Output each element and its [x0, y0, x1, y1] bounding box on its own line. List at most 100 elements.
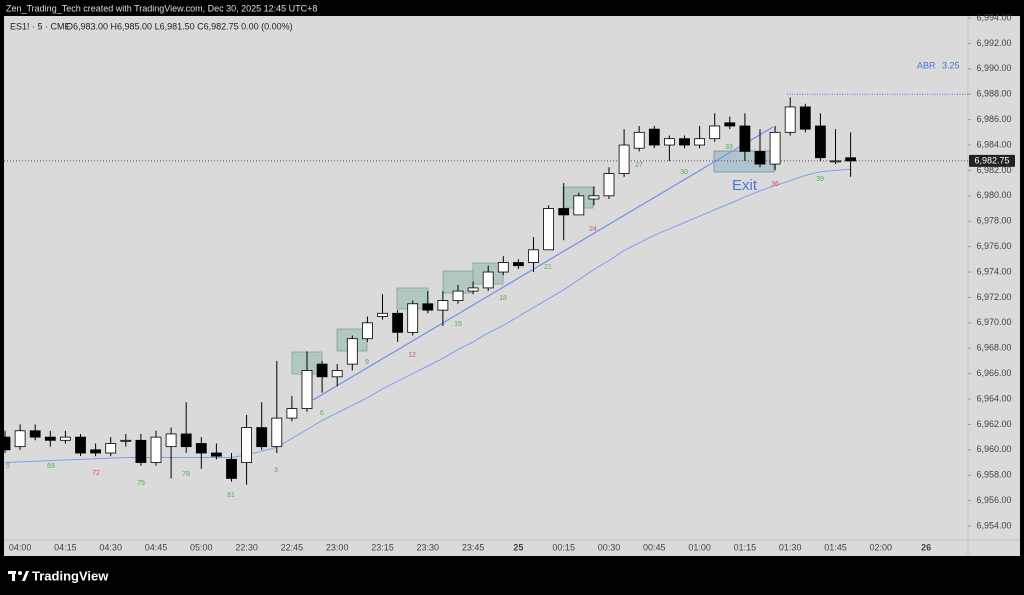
y-tick-label: 6,986.00 — [976, 114, 1011, 124]
bar-count: 30 — [680, 169, 688, 176]
x-tick-label: 23:30 — [417, 542, 440, 552]
y-tick-label: 6,984.00 — [976, 139, 1011, 149]
candle-body — [452, 290, 464, 302]
y-tick-label: 6,982.00 — [976, 165, 1011, 175]
x-tick-label: 02:00 — [870, 542, 893, 552]
y-tick-label: 6,988.00 — [976, 89, 1011, 99]
x-tick-label: 01:30 — [779, 542, 802, 552]
x-tick-label: 26 — [921, 542, 931, 552]
candle-body — [361, 322, 373, 340]
bar-count: 15 — [454, 321, 462, 328]
candle-body — [392, 312, 404, 333]
abr-value: 3.25 — [942, 60, 960, 70]
candle-body — [150, 436, 162, 463]
candle-body — [0, 436, 11, 451]
candle-body — [467, 287, 479, 292]
candle-body — [346, 338, 358, 365]
candle-body — [513, 262, 524, 267]
y-tick-label: 6,970.00 — [976, 317, 1011, 327]
exit-label: Exit — [732, 177, 758, 194]
y-tick-label: 6,962.00 — [976, 419, 1011, 429]
candle-body — [754, 150, 766, 165]
candle-body — [105, 443, 117, 454]
y-tick-label: 6,964.00 — [976, 393, 1011, 403]
candle-body — [588, 195, 600, 200]
x-tick-label: 01:45 — [824, 542, 847, 552]
logo-part — [22, 571, 29, 581]
candle-body — [709, 125, 721, 140]
bar-count: 12 — [408, 352, 416, 359]
candle-body — [286, 408, 298, 419]
candle-body — [724, 122, 736, 127]
candle-body — [271, 417, 283, 448]
candle-body — [648, 128, 660, 146]
candle-body — [195, 443, 207, 454]
x-tick-label: 01:00 — [688, 542, 711, 552]
candle-body — [497, 262, 509, 273]
abr-label: ABR — [917, 60, 936, 70]
candle-body — [75, 436, 86, 454]
bar-count: 78 — [182, 471, 190, 478]
candle-body — [316, 363, 328, 378]
x-tick-label: 00:30 — [598, 542, 621, 552]
x-tick-label: 22:30 — [235, 542, 258, 552]
candle-body — [422, 303, 434, 311]
candle-body — [407, 303, 419, 333]
logo-part — [12, 571, 15, 581]
bar-count: 72 — [92, 470, 100, 477]
bar-count: 39 — [816, 176, 824, 183]
y-tick-label: 6,966.00 — [976, 368, 1011, 378]
candle-body — [573, 195, 585, 216]
x-tick-label: 05:00 — [190, 542, 213, 552]
y-tick-label: 6,972.00 — [976, 292, 1011, 302]
y-tick-label: 6,958.00 — [976, 470, 1011, 480]
candle-body — [830, 160, 841, 163]
x-tick-label: 04:00 — [9, 542, 32, 552]
candle-body — [482, 271, 494, 289]
bar-count: 18 — [499, 295, 507, 302]
y-tick-label: 6,978.00 — [976, 216, 1011, 226]
footer-brand: TradingView — [32, 568, 109, 583]
bar-count: 33 — [725, 144, 733, 151]
candle-body — [241, 427, 253, 463]
candle-body — [769, 131, 781, 165]
trend-line — [312, 126, 774, 401]
bar-count: 69 — [47, 463, 55, 470]
bar-count: 24 — [589, 226, 597, 233]
candle-body — [90, 449, 101, 454]
logo-part — [18, 571, 22, 575]
y-tick-label: 6,980.00 — [976, 190, 1011, 200]
y-tick-label: 6,968.00 — [976, 343, 1011, 353]
y-tick-label: 6,990.00 — [976, 63, 1011, 73]
candle-body — [29, 430, 41, 438]
x-tick-label: 23:15 — [371, 542, 394, 552]
candle-body — [301, 370, 313, 409]
bar-count: 21 — [544, 264, 552, 271]
y-tick-label: 6,994.00 — [976, 12, 1011, 22]
candle-body — [165, 433, 177, 448]
candle-body — [226, 458, 237, 479]
bar-count: 5 — [6, 463, 10, 470]
candle-body — [135, 439, 147, 463]
candle-body — [784, 106, 796, 133]
header: Zen_Trading_Tech created with TradingVie… — [6, 3, 317, 13]
bar-count: 9 — [365, 359, 369, 366]
x-tick-label: 23:00 — [326, 542, 349, 552]
bar-count: 6 — [320, 410, 324, 417]
candle-body — [815, 125, 826, 159]
candle-body — [210, 452, 222, 457]
candle-body — [799, 106, 811, 130]
x-tick-label: 04:45 — [145, 542, 168, 552]
bar-count: 27 — [635, 162, 643, 169]
candle-body — [694, 138, 705, 146]
candle-body — [633, 131, 645, 149]
candle-body — [256, 427, 268, 448]
last-price-tag — [969, 154, 1015, 167]
y-tick-label: 6,976.00 — [976, 241, 1011, 251]
bar-count: 75 — [137, 480, 145, 487]
candle-body — [603, 173, 615, 197]
candle-body — [377, 312, 388, 317]
x-tick-label: 00:15 — [552, 542, 575, 552]
bar-count: 3 — [274, 467, 278, 474]
candle-body — [331, 370, 343, 378]
